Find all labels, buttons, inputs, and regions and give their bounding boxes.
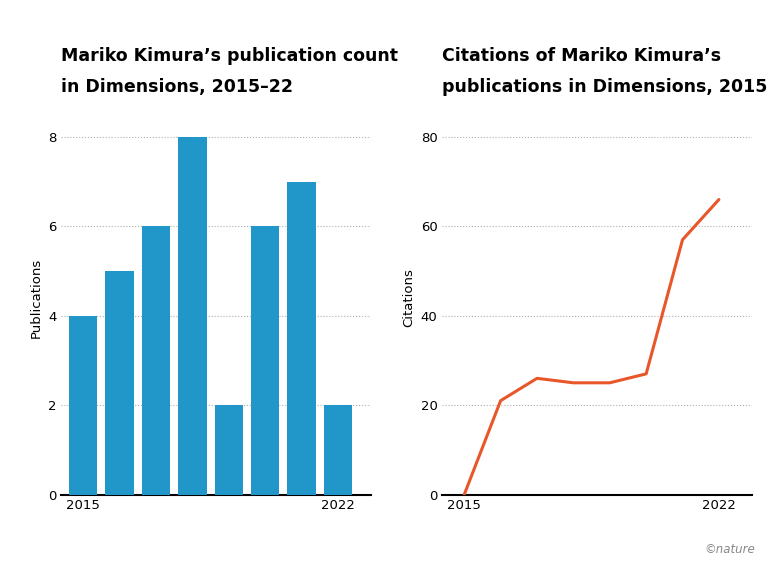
Text: ©nature: ©nature <box>705 543 755 556</box>
Bar <box>69 316 97 495</box>
Bar <box>324 405 352 495</box>
Text: Mariko Kimura’s publication count: Mariko Kimura’s publication count <box>61 47 398 65</box>
Bar <box>288 182 316 495</box>
Text: in Dimensions, 2015–22: in Dimensions, 2015–22 <box>61 78 293 96</box>
Bar <box>251 226 279 495</box>
Y-axis label: Publications: Publications <box>29 258 42 338</box>
Bar <box>142 226 170 495</box>
Bar <box>215 405 243 495</box>
Text: Citations of Mariko Kimura’s: Citations of Mariko Kimura’s <box>443 47 722 65</box>
Bar <box>105 271 133 495</box>
Y-axis label: Citations: Citations <box>402 269 415 327</box>
Text: publications in Dimensions, 2015–22: publications in Dimensions, 2015–22 <box>443 78 767 96</box>
Bar <box>178 137 206 495</box>
